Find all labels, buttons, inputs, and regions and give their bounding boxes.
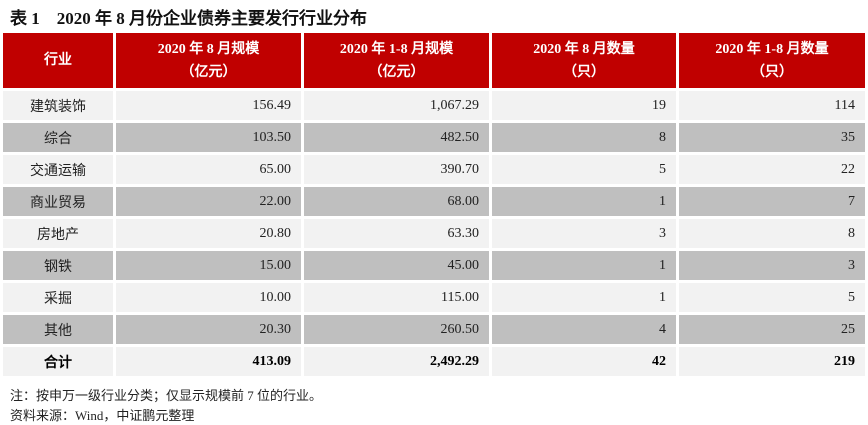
column-header: 行业	[3, 33, 113, 88]
value-cell: 25	[679, 315, 865, 344]
value-cell: 5	[679, 283, 865, 312]
table-title: 表 1 2020 年 8 月份企业债券主要发行行业分布	[10, 9, 367, 28]
table-row: 交通运输 65.00 390.70 5 22	[3, 155, 865, 184]
value-cell: 35	[679, 123, 865, 152]
value-cell: 8	[492, 123, 676, 152]
value-cell: 22.00	[116, 187, 301, 216]
value-cell: 482.50	[304, 123, 489, 152]
industry-cell: 合计	[3, 347, 113, 376]
column-header: 2020 年 8 月规模 （亿元）	[116, 33, 301, 88]
column-header-unit: （亿元）	[180, 64, 237, 80]
total-row: 合计 413.09 2,492.29 42 219	[3, 347, 865, 376]
industry-cell: 钢铁	[3, 251, 113, 280]
industry-distribution-table: 行业 2020 年 8 月规模 （亿元） 2020 年 1-8 月规模 （亿元） 2020…	[0, 30, 868, 379]
table-note: 注：按申万一级行业分类；仅显示规模前 7 位的行业。	[10, 388, 323, 403]
source-note: 资料来源：Wind，中证鹏元整理	[10, 408, 195, 423]
industry-cell: 交通运输	[3, 155, 113, 184]
value-cell: 19	[492, 91, 676, 120]
value-cell: 42	[492, 347, 676, 376]
column-header-line1: 行业	[44, 53, 72, 68]
value-cell: 103.50	[116, 123, 301, 152]
value-cell: 20.80	[116, 219, 301, 248]
table-row: 钢铁 15.00 45.00 1 3	[3, 251, 865, 280]
column-header: 2020 年 1-8 月数量 （只）	[679, 33, 865, 88]
industry-cell: 商业贸易	[3, 187, 113, 216]
value-cell: 1	[492, 251, 676, 280]
column-header-line1: 2020 年 1-8 月规模	[339, 41, 454, 57]
value-cell: 3	[492, 219, 676, 248]
industry-cell: 综合	[3, 123, 113, 152]
value-cell: 15.00	[116, 251, 301, 280]
value-cell: 114	[679, 91, 865, 120]
value-cell: 63.30	[304, 219, 489, 248]
value-cell: 65.00	[116, 155, 301, 184]
value-cell: 3	[679, 251, 865, 280]
value-cell: 219	[679, 347, 865, 376]
column-header-unit: （只）	[563, 64, 605, 80]
column-header-line1: 2020 年 8 月数量	[533, 41, 635, 57]
table-row: 建筑装饰 156.49 1,067.29 19 114	[3, 91, 865, 120]
table-row: 综合 103.50 482.50 8 35	[3, 123, 865, 152]
value-cell: 22	[679, 155, 865, 184]
column-header: 2020 年 8 月数量 （只）	[492, 33, 676, 88]
header-row: 行业 2020 年 8 月规模 （亿元） 2020 年 1-8 月规模 （亿元） 2020…	[3, 33, 865, 88]
value-cell: 413.09	[116, 347, 301, 376]
value-cell: 2,492.29	[304, 347, 489, 376]
column-header-unit: （只）	[751, 64, 793, 80]
table-row: 房地产 20.80 63.30 3 8	[3, 219, 865, 248]
value-cell: 68.00	[304, 187, 489, 216]
column-header-line1: 2020 年 8 月规模	[157, 41, 260, 57]
value-cell: 1,067.29	[304, 91, 489, 120]
industry-cell: 采掘	[3, 283, 113, 312]
value-cell: 20.30	[116, 315, 301, 344]
value-cell: 4	[492, 315, 676, 344]
industry-cell: 其他	[3, 315, 113, 344]
value-cell: 1	[492, 283, 676, 312]
column-header-line1: 2020 年 1-8 月数量	[715, 41, 829, 57]
industry-cell: 房地产	[3, 219, 113, 248]
value-cell: 8	[679, 219, 865, 248]
table-row: 商业贸易 22.00 68.00 1 7	[3, 187, 865, 216]
column-header: 2020 年 1-8 月规模 （亿元）	[304, 33, 489, 88]
value-cell: 5	[492, 155, 676, 184]
column-header-unit: （亿元）	[368, 64, 425, 80]
table-row: 其他 20.30 260.50 4 25	[3, 315, 865, 344]
value-cell: 115.00	[304, 283, 489, 312]
value-cell: 156.49	[116, 91, 301, 120]
value-cell: 10.00	[116, 283, 301, 312]
industry-cell: 建筑装饰	[3, 91, 113, 120]
value-cell: 7	[679, 187, 865, 216]
value-cell: 260.50	[304, 315, 489, 344]
value-cell: 45.00	[304, 251, 489, 280]
value-cell: 390.70	[304, 155, 489, 184]
value-cell: 1	[492, 187, 676, 216]
table-row: 采掘 10.00 115.00 1 5	[3, 283, 865, 312]
